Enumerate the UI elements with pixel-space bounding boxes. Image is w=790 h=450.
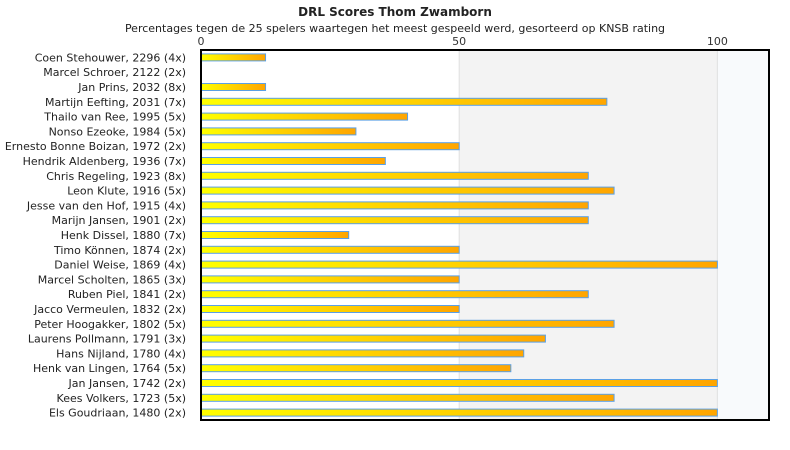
- chart-title: DRL Scores Thom Zwamborn: [298, 5, 492, 19]
- category-label: Marijn Jansen, 1901 (2x): [52, 214, 186, 227]
- bar: [200, 112, 409, 121]
- category-label: Jacco Vermeulen, 1832 (2x): [33, 303, 186, 316]
- category-label: Henk Dissel, 1880 (7x): [61, 229, 186, 242]
- category-label: Kees Volkers, 1723 (5x): [57, 392, 186, 405]
- category-label: Leon Klute, 1916 (5x): [67, 185, 186, 198]
- bar: [200, 53, 267, 62]
- bar: [200, 290, 589, 299]
- category-label: Hendrik Aldenberg, 1936 (7x): [23, 155, 186, 168]
- bar: [200, 201, 589, 210]
- category-label: Laurens Pollmann, 1791 (3x): [28, 333, 186, 346]
- bar: [200, 142, 460, 151]
- bar: [200, 319, 615, 328]
- category-label: Hans Nijland, 1780 (4x): [56, 347, 186, 360]
- category-label: Timo Können, 1874 (2x): [53, 244, 186, 257]
- x-tick-label: 0: [198, 35, 205, 48]
- category-label: Marcel Scholten, 1865 (3x): [38, 273, 186, 286]
- category-label: Henk van Lingen, 1764 (5x): [33, 362, 186, 375]
- category-label: Coen Stehouwer, 2296 (4x): [35, 51, 186, 64]
- category-label: Ernesto Bonne Boizan, 1972 (2x): [5, 140, 186, 153]
- category-label: Chris Regeling, 1923 (8x): [46, 170, 186, 183]
- bar: [200, 157, 386, 165]
- bar: [200, 186, 615, 195]
- bar: [200, 349, 525, 358]
- category-label: Marcel Schroer, 2122 (2x): [43, 66, 186, 79]
- bar: [200, 334, 546, 343]
- bar: [200, 245, 460, 254]
- category-label: Jesse van den Hof, 1915 (4x): [26, 199, 186, 212]
- bar: [200, 83, 267, 91]
- bar: [200, 275, 460, 284]
- bar: [200, 127, 357, 136]
- category-label: Els Goudriaan, 1480 (2x): [49, 407, 186, 420]
- category-label: Jan Jansen, 1742 (2x): [68, 377, 186, 390]
- category-label: Ruben Piel, 1841 (2x): [68, 288, 186, 301]
- bar: [200, 231, 350, 239]
- x-tick-label: 50: [452, 35, 466, 48]
- bar: [200, 216, 589, 225]
- band-50-100: [459, 50, 718, 420]
- category-label: Daniel Weise, 1869 (4x): [54, 259, 186, 272]
- bar: [200, 260, 718, 269]
- plot-border: [200, 49, 770, 421]
- category-label: Thailo van Ree, 1995 (5x): [43, 111, 186, 124]
- category-label: Martijn Eefting, 2031 (7x): [45, 96, 186, 109]
- category-label: Nonso Ezeoke, 1984 (5x): [49, 125, 186, 138]
- x-tick-label: 100: [707, 35, 728, 48]
- bar: [200, 379, 718, 387]
- category-label: Peter Hoogakker, 1802 (5x): [34, 318, 186, 331]
- bar: [200, 97, 608, 106]
- bar: [200, 364, 512, 373]
- bar: [200, 393, 615, 402]
- bar: [200, 171, 589, 180]
- bar: [200, 408, 718, 417]
- category-label: Jan Prins, 2032 (8x): [77, 81, 186, 94]
- chart-subtitle: Percentages tegen de 25 spelers waartege…: [124, 22, 666, 35]
- band-100-110: [717, 50, 769, 420]
- bar: [200, 305, 460, 313]
